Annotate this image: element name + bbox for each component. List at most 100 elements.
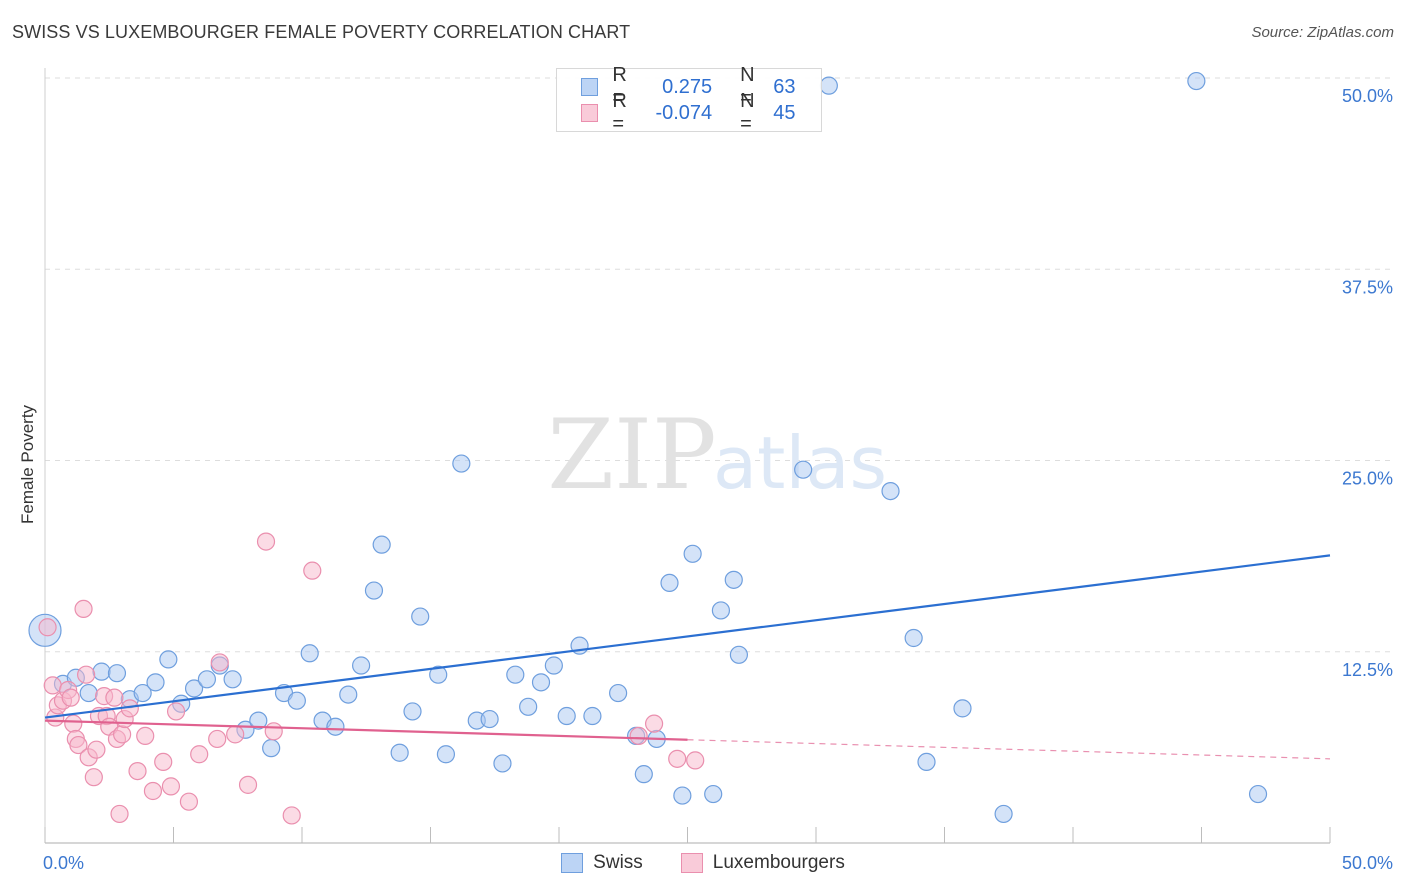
bottom-legend-swiss[interactable]: Swiss <box>561 852 643 874</box>
swiss-point-28 <box>403 702 422 721</box>
lux-trend-line-dashed <box>687 739 1331 760</box>
swiss-point-20 <box>300 644 319 663</box>
swiss-point-32 <box>452 454 471 473</box>
legend-r-value-swiss: 0.275 <box>662 75 713 98</box>
lux-point-13 <box>84 768 103 787</box>
lux-point-21 <box>110 804 129 824</box>
swiss-point-17 <box>262 739 281 758</box>
bottom-legend-label-lux: Luxembourgers <box>712 852 845 873</box>
lux-point-32 <box>190 745 209 764</box>
lux-point-1 <box>43 676 62 695</box>
bottom-legend-lux[interactable]: Luxembourgers <box>680 852 845 874</box>
swiss-point-29 <box>411 607 430 626</box>
swiss-point-53 <box>729 645 749 664</box>
swiss-point-57 <box>904 628 923 648</box>
swiss-point-49 <box>683 544 702 563</box>
y-axis-label: Female Poverty <box>18 404 37 524</box>
bottom-legend-swatch-swiss <box>561 853 584 873</box>
swiss-point-43 <box>609 683 628 703</box>
axes <box>44 68 1331 844</box>
swiss-point-26 <box>372 535 391 554</box>
legend-row-swiss: R = 0.275 N = 63 <box>581 64 840 109</box>
bottom-legend: Swiss Luxembourgers <box>0 852 1406 874</box>
watermark-zip: ZIP <box>547 399 716 511</box>
swiss-point-11 <box>184 679 204 698</box>
legend-swatch-lux <box>581 104 599 122</box>
swiss-point-62 <box>1248 784 1268 804</box>
lux-point-6 <box>61 688 80 707</box>
lux-point-36 <box>238 775 258 794</box>
swiss-point-54 <box>794 460 813 479</box>
legend-r-label: R = <box>612 90 627 135</box>
swiss-point-7 <box>133 683 152 703</box>
lux-point-9 <box>69 735 88 755</box>
swiss-point-39 <box>544 656 563 675</box>
swiss-point-8 <box>146 673 165 692</box>
swiss-point-56 <box>881 482 900 501</box>
lux-point-42 <box>644 714 664 733</box>
lux-point-39 <box>282 806 301 825</box>
swiss-point-3 <box>79 683 98 703</box>
swiss-point-5 <box>107 664 127 683</box>
swiss-point-24 <box>352 656 371 675</box>
lux-point-7 <box>64 714 83 733</box>
lux-point-11 <box>77 665 96 684</box>
swiss-point-50 <box>704 784 723 804</box>
chart-title: SWISS VS LUXEMBOURGER FEMALE POVERTY COR… <box>12 22 631 42</box>
swiss-point-59 <box>953 699 972 718</box>
swiss-trend-line <box>44 554 1331 719</box>
lux-point-29 <box>161 777 181 796</box>
lux-point-43 <box>668 749 687 768</box>
swiss-points <box>28 71 1268 824</box>
swiss-point-40 <box>557 706 576 726</box>
legend-r-value-lux: -0.074 <box>655 101 713 124</box>
swiss-point-60 <box>994 804 1013 824</box>
swiss-point-47 <box>660 573 679 593</box>
lux-point-14 <box>87 740 106 759</box>
lux-point-44 <box>686 751 705 770</box>
grid-lines <box>45 77 1393 653</box>
swiss-point-37 <box>519 697 538 716</box>
swiss-point-48 <box>673 786 692 805</box>
lux-point-28 <box>154 752 173 772</box>
swiss-point-42 <box>583 706 602 726</box>
x-tick-label-min: 0.0% <box>43 853 84 873</box>
swiss-point-51 <box>711 601 731 620</box>
swiss-point-58 <box>917 752 936 772</box>
legend-n-label: N = <box>740 64 755 109</box>
swiss-point-12 <box>197 670 217 689</box>
swiss-point-61 <box>1187 71 1206 91</box>
source-label: Source: ZipAtlas.com <box>1251 24 1394 41</box>
lux-point-19 <box>105 688 124 707</box>
swiss-point-22 <box>326 717 345 736</box>
legend: R = 0.275 N = 63 R = -0.074 N = 45 <box>556 64 822 135</box>
lux-point-37 <box>256 532 276 551</box>
legend-swatch-swiss <box>581 78 599 96</box>
swiss-point-27 <box>390 743 409 762</box>
swiss-point-9 <box>159 650 178 669</box>
y-tick-label-0: 12.5% <box>1342 660 1393 680</box>
lux-point-0 <box>38 618 57 637</box>
lux-point-25 <box>128 761 147 781</box>
swiss-point-4 <box>92 662 111 681</box>
swiss-point-38 <box>531 673 551 692</box>
swiss-point-45 <box>634 765 653 784</box>
lux-trend-line <box>44 719 688 741</box>
tick-labels: 12.5% 25.0% 37.5% 50.0% 0.0% 50.0% <box>43 86 1393 873</box>
trend-lines <box>44 554 1331 760</box>
y-tick-label-2: 37.5% <box>1342 277 1393 297</box>
bottom-legend-label-swiss: Swiss <box>593 852 643 873</box>
lux-point-38 <box>264 722 283 741</box>
x-tick-label-max: 50.0% <box>1342 853 1393 873</box>
swiss-point-14 <box>223 670 242 689</box>
swiss-point-34 <box>480 709 499 729</box>
luxembourger-points <box>38 532 705 825</box>
lux-point-10 <box>74 599 93 619</box>
swiss-point-23 <box>339 685 358 704</box>
swiss-point-30 <box>429 665 448 684</box>
swiss-point-35 <box>493 754 512 773</box>
lux-point-40 <box>303 561 322 580</box>
lux-point-35 <box>226 725 245 744</box>
lux-point-34 <box>210 653 229 672</box>
